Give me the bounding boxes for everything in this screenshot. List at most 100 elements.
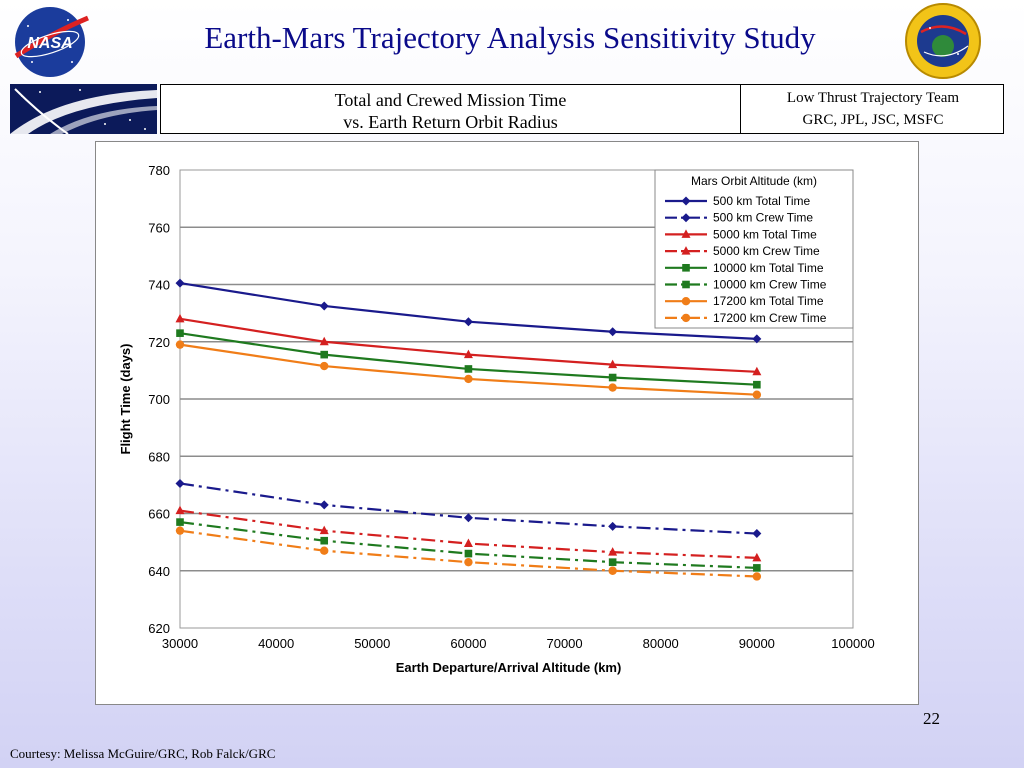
y-tick-label: 720 (148, 335, 170, 350)
data-point (463, 513, 473, 523)
data-point (176, 329, 184, 337)
y-tick-label: 760 (148, 220, 170, 235)
slide-title: Earth-Mars Trajectory Analysis Sensitivi… (204, 20, 816, 55)
series-10000-km-crew-time (176, 518, 761, 572)
x-tick-label: 80000 (643, 636, 679, 651)
data-point (608, 383, 617, 392)
data-point (463, 317, 473, 327)
x-tick-label: 50000 (354, 636, 390, 651)
x-axis-title: Earth Departure/Arrival Altitude (km) (396, 660, 622, 675)
data-point (752, 529, 762, 539)
data-point (175, 278, 185, 288)
data-point (176, 518, 184, 526)
data-point (752, 552, 762, 562)
legend-entry: 500 km Total Time (713, 194, 810, 208)
y-tick-label: 680 (148, 449, 170, 464)
series-500-km-total-time (175, 278, 762, 344)
legend-swatch-marker (682, 264, 690, 272)
data-point (320, 536, 329, 545)
data-point (464, 557, 473, 567)
data-point (319, 301, 329, 311)
data-point (752, 572, 762, 581)
y-tick-label: 780 (148, 163, 170, 178)
data-point (752, 334, 762, 344)
y-tick-label: 620 (148, 621, 170, 636)
data-point (608, 558, 617, 566)
legend-entry: 5000 km Crew Time (713, 244, 820, 258)
y-tick-label: 740 (148, 278, 170, 293)
data-point (608, 547, 618, 556)
x-tick-label: 40000 (258, 636, 294, 651)
x-tick-label: 60000 (450, 636, 486, 651)
legend-swatch-marker (681, 313, 691, 323)
legend-swatch-marker (682, 280, 690, 289)
legend-entry: 17200 km Total Time (713, 294, 824, 308)
data-point (319, 500, 329, 510)
team-cell: Low Thrust Trajectory Team GRC, JPL, JSC… (742, 85, 1004, 133)
series-500-km-crew-time (175, 478, 762, 539)
legend-entry: 10000 km Crew Time (713, 278, 827, 292)
legend-swatch-marker (681, 196, 691, 206)
series-17200-km-crew-time (175, 526, 762, 581)
division-seal (905, 3, 981, 79)
header-title-cell: Total and Crewed Mission Time vs. Earth … (161, 85, 741, 133)
header-title-line2: vs. Earth Return Orbit Radius (343, 112, 558, 132)
legend-swatch-marker (681, 229, 691, 238)
legend-swatch-marker (681, 297, 691, 306)
x-tick-label: 30000 (162, 636, 198, 651)
header-title-line1: Total and Crewed Mission Time (334, 90, 567, 110)
courtesy-note: Courtesy: Melissa McGuire/GRC, Rob Falck… (10, 746, 276, 761)
data-point (752, 390, 762, 399)
banner-image (10, 84, 157, 134)
data-point (464, 549, 473, 558)
legend-entry: 17200 km Crew Time (713, 311, 827, 325)
data-point (463, 538, 473, 548)
data-point (753, 564, 761, 572)
data-point (320, 546, 329, 555)
x-tick-label: 90000 (739, 636, 775, 651)
y-tick-label: 700 (148, 392, 170, 407)
series-5000-km-total-time (175, 313, 762, 376)
data-point (608, 327, 618, 337)
legend-entry: 500 km Crew Time (713, 211, 813, 225)
nasa-logo-text: NASA (27, 35, 72, 52)
data-point (175, 340, 185, 349)
y-axis-title: Flight Time (days) (118, 344, 133, 455)
series-10000-km-total-time (176, 329, 761, 389)
nasa-logo: NASA (14, 7, 89, 77)
data-point (320, 350, 329, 359)
team-name: Low Thrust Trajectory Team (786, 90, 960, 106)
chart-frame: 620 640 660 680 700 720 740 760 780 30000 40000 500… (95, 141, 919, 705)
data-point (320, 361, 329, 371)
data-point (319, 336, 329, 346)
data-point (175, 478, 185, 488)
legend: Mars Orbit Altitude (km) 500 km Total Tim… (654, 169, 854, 329)
legend-entry: 5000 km Total Time (713, 227, 817, 241)
data-point (608, 359, 618, 369)
flight-time-chart: 620 640 660 680 700 720 740 760 780 30000 40000 500… (118, 163, 875, 675)
data-point (608, 373, 617, 382)
data-point (753, 380, 761, 389)
data-point (175, 526, 185, 535)
legend-swatch-marker (681, 246, 691, 255)
data-point (752, 366, 762, 376)
data-point (175, 313, 185, 323)
x-tick-label: 70000 (546, 636, 582, 651)
y-tick-label: 640 (148, 564, 170, 579)
data-point (464, 374, 473, 384)
data-point (319, 525, 329, 535)
data-point (464, 365, 473, 373)
series-17200-km-total-time (175, 340, 762, 399)
x-tick-label: 100000 (831, 636, 874, 651)
data-point (175, 505, 185, 515)
legend-title: Mars Orbit Altitude (km) (691, 174, 817, 188)
legend-swatch-marker (681, 213, 691, 223)
legend-entry: 10000 km Total Time (713, 261, 824, 275)
data-point (463, 349, 473, 359)
series-5000-km-crew-time (175, 505, 762, 562)
y-tick-label: 660 (148, 507, 170, 522)
data-point (608, 566, 617, 575)
header-box: Total and Crewed Mission Time vs. Earth … (160, 84, 1004, 134)
data-point (608, 521, 618, 531)
team-centers: GRC, JPL, JSC, MSFC (802, 112, 944, 128)
